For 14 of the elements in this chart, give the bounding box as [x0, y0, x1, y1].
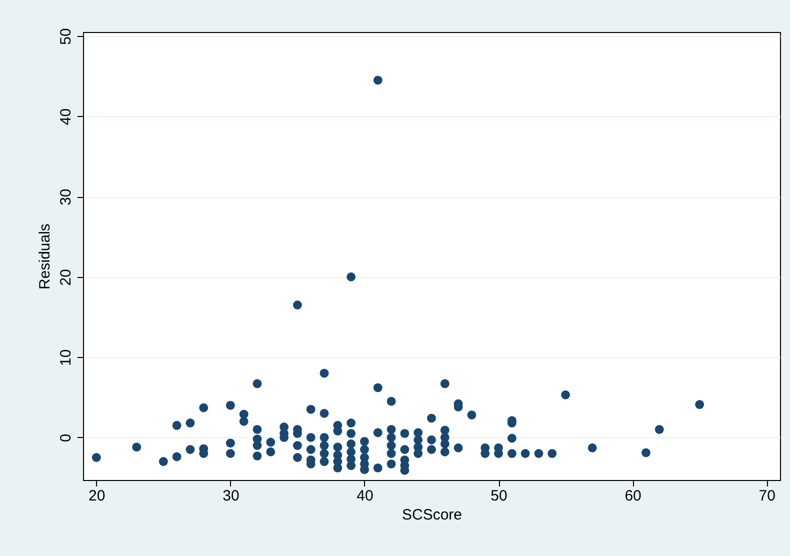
y-tick-label: 40: [58, 108, 74, 126]
x-tick-label: 20: [88, 488, 106, 504]
x-tick-label: 30: [222, 488, 240, 504]
y-tick-label: 0: [58, 434, 74, 442]
x-tick-label: 70: [758, 488, 776, 504]
x-tick-label: 50: [490, 488, 508, 504]
x-tick-label: 40: [356, 488, 374, 504]
x-axis-title: SCScore: [402, 506, 462, 524]
x-tick-label: 60: [624, 488, 642, 504]
y-tick-label: 10: [58, 349, 74, 366]
y-tick-label: 30: [58, 188, 74, 206]
y-tick-label: 50: [58, 28, 74, 45]
y-tick-label: 20: [58, 269, 74, 286]
y-axis-title: Residuals: [36, 224, 54, 290]
